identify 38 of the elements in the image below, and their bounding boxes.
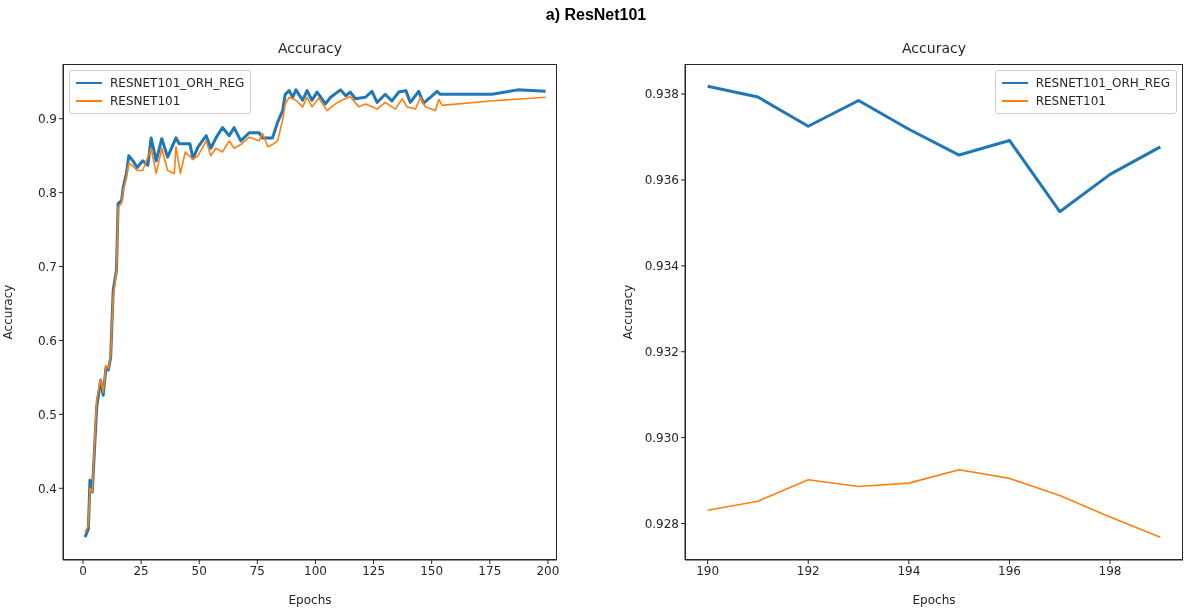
legend-label: RESNET101	[1035, 93, 1106, 110]
x-tick-label: 200	[536, 563, 560, 578]
y-tick-label: 0.4	[37, 481, 57, 496]
y-tick-label: 0.928	[644, 516, 679, 531]
x-axis-title: Epochs	[912, 593, 956, 607]
y-tick-label: 0.938	[644, 87, 679, 102]
x-tick-label: 194	[897, 563, 921, 578]
chart-title: Accuracy	[277, 40, 343, 56]
y-tick-label: 0.936	[644, 173, 679, 188]
y-tick-label: 0.932	[644, 344, 679, 359]
y-tick-label: 0.934	[644, 259, 679, 274]
x-axis-title: Epochs	[288, 593, 332, 607]
x-tick-label: 190	[696, 563, 720, 578]
x-tick-label: 192	[796, 563, 820, 578]
y-axis-title: Accuracy	[621, 284, 636, 340]
chart-title: Accuracy	[901, 40, 967, 56]
y-tick-label: 0.8	[37, 185, 57, 200]
legend-label: RESNET101_ORH_REG	[110, 75, 245, 92]
x-tick-label: 150	[420, 563, 444, 578]
y-tick-label: 0.7	[37, 259, 57, 274]
y-tick-label: 0.930	[644, 430, 679, 445]
y-tick-label: 0.9	[37, 111, 57, 126]
y-tick-label: 0.5	[37, 407, 57, 422]
x-tick-label: 125	[362, 563, 386, 578]
y-axis-title: Accuracy	[1, 284, 16, 340]
x-tick-label: 175	[478, 563, 502, 578]
y-tick-label: 0.6	[37, 333, 57, 348]
x-tick-label: 75	[249, 563, 265, 578]
x-tick-label: 25	[133, 563, 149, 578]
x-tick-label: 198	[1098, 563, 1122, 578]
x-tick-label: 196	[998, 563, 1021, 578]
line-series	[706, 469, 1162, 539]
x-tick-label: 0	[79, 563, 87, 578]
x-tick-label: 100	[304, 563, 327, 578]
legend-label: RESNET101_ORH_REG	[1035, 75, 1170, 92]
x-tick-label: 50	[191, 563, 207, 578]
legend-label: RESNET101	[110, 93, 181, 110]
text: a) ResNet101	[544, 6, 648, 24]
